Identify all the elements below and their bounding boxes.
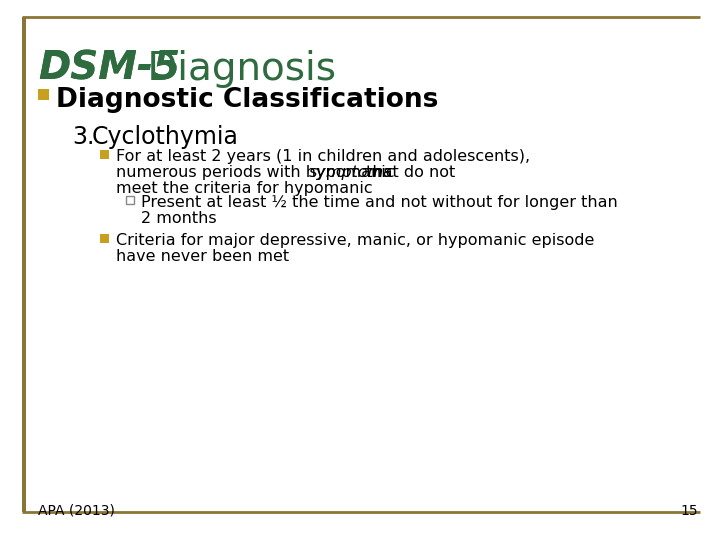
Text: 3.: 3. — [72, 125, 94, 149]
Text: Criteria for major depressive, manic, or hypomanic episode: Criteria for major depressive, manic, or… — [116, 233, 595, 248]
Text: Diagnosis: Diagnosis — [135, 50, 336, 88]
Text: that do not: that do not — [361, 165, 455, 180]
Text: 15: 15 — [680, 504, 698, 518]
Bar — [126, 196, 134, 204]
Text: DSM-5 Diagnosis: DSM-5 Diagnosis — [38, 50, 366, 88]
Text: Cyclothymia: Cyclothymia — [92, 125, 239, 149]
Text: 2 months: 2 months — [141, 211, 217, 226]
Text: APA (2013): APA (2013) — [38, 504, 115, 518]
Text: DSM-5: DSM-5 — [38, 50, 180, 88]
Text: For at least 2 years (1 in children and adolescents),: For at least 2 years (1 in children and … — [116, 149, 530, 164]
Text: Present at least ½ the time and not without for longer than: Present at least ½ the time and not with… — [141, 195, 618, 210]
Text: numerous periods with hypomanic: numerous periods with hypomanic — [116, 165, 400, 180]
Text: meet the criteria for hypomanic: meet the criteria for hypomanic — [116, 181, 373, 196]
Text: have never been met: have never been met — [116, 249, 289, 264]
Bar — [38, 89, 49, 100]
Bar — [22, 17, 25, 512]
Bar — [100, 150, 109, 159]
Bar — [100, 234, 109, 243]
Text: DSM-5: DSM-5 — [38, 50, 180, 88]
Text: symptoms: symptoms — [309, 165, 392, 180]
Text: Diagnostic Classifications: Diagnostic Classifications — [56, 87, 438, 113]
